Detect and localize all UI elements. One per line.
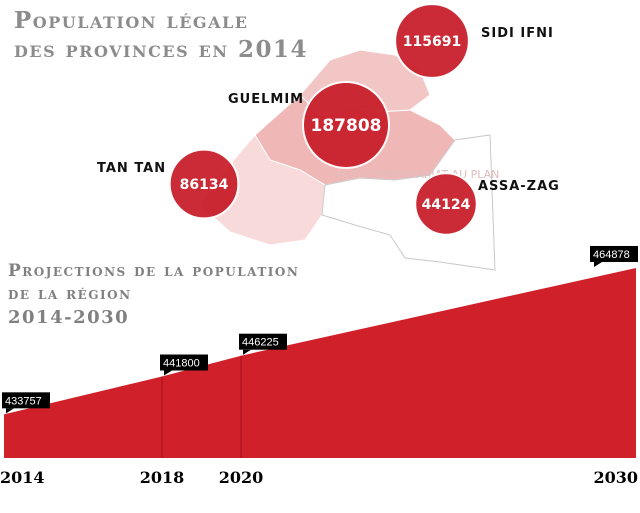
map-title-line2: des provinces en 2014	[14, 36, 308, 63]
watermark: HAUT-COMMISSARIAT AU PLAN	[330, 168, 499, 181]
bubble-sidi-ifni	[394, 3, 470, 79]
province-name-assa-zag: ASSA-ZAG	[478, 179, 560, 194]
value-label-2030: 464878	[593, 249, 630, 261]
bubble-value-guelmim: 187808	[311, 116, 382, 136]
bubble-value-sidi-ifni: 115691	[403, 34, 461, 50]
province-name-tan-tan: TAN TAN	[97, 161, 166, 176]
value-label-box-2014	[2, 392, 50, 409]
bubble-tan-tan	[168, 148, 240, 220]
value-label-box-2018	[160, 354, 208, 371]
province-name-sidi-ifni: SIDI IFNI	[481, 26, 554, 41]
province-bubbles: 115691 SIDI IFNI 187808 GUELMIM 86134 TAN TAN…	[97, 3, 560, 236]
chart-title: Projections de la population de la régio…	[8, 260, 299, 329]
x-tick-2018: 2018	[140, 468, 185, 487]
value-label-box-2030	[590, 245, 638, 262]
x-tick-2020: 2020	[219, 468, 264, 487]
bubble-assa-zag	[414, 172, 478, 236]
chart-title-line1: Projections de la population	[8, 261, 300, 281]
value-label-pointer-2018	[164, 370, 172, 376]
population-area-chart: 433757 441800 446225 464878 2014 2018 2020 2030	[0, 245, 638, 487]
value-label-2014: 433757	[5, 395, 42, 407]
value-label-pointer-2030	[594, 261, 602, 267]
province-name-guelmim: GUELMIM	[228, 92, 304, 107]
bubble-value-assa-zag: 44124	[422, 197, 471, 213]
bubble-value-tan-tan: 86134	[180, 177, 229, 193]
map-title: Population légale des provinces en 2014	[14, 6, 308, 64]
value-label-box-2020	[239, 333, 287, 350]
bubble-guelmim	[302, 81, 390, 169]
chart-title-line3: 2014-2030	[8, 307, 130, 328]
x-tick-2030: 2030	[593, 468, 638, 487]
x-tick-2014: 2014	[0, 468, 45, 487]
chart-title-line2: de la région	[8, 284, 132, 304]
value-label-pointer-2020	[243, 349, 251, 355]
value-label-2020: 446225	[242, 337, 279, 349]
map-title-line1: Population légale	[14, 7, 249, 34]
province-assa-zag-shape	[321, 134, 496, 271]
value-label-2018: 441800	[163, 358, 200, 370]
value-label-pointer-2014	[6, 408, 14, 414]
